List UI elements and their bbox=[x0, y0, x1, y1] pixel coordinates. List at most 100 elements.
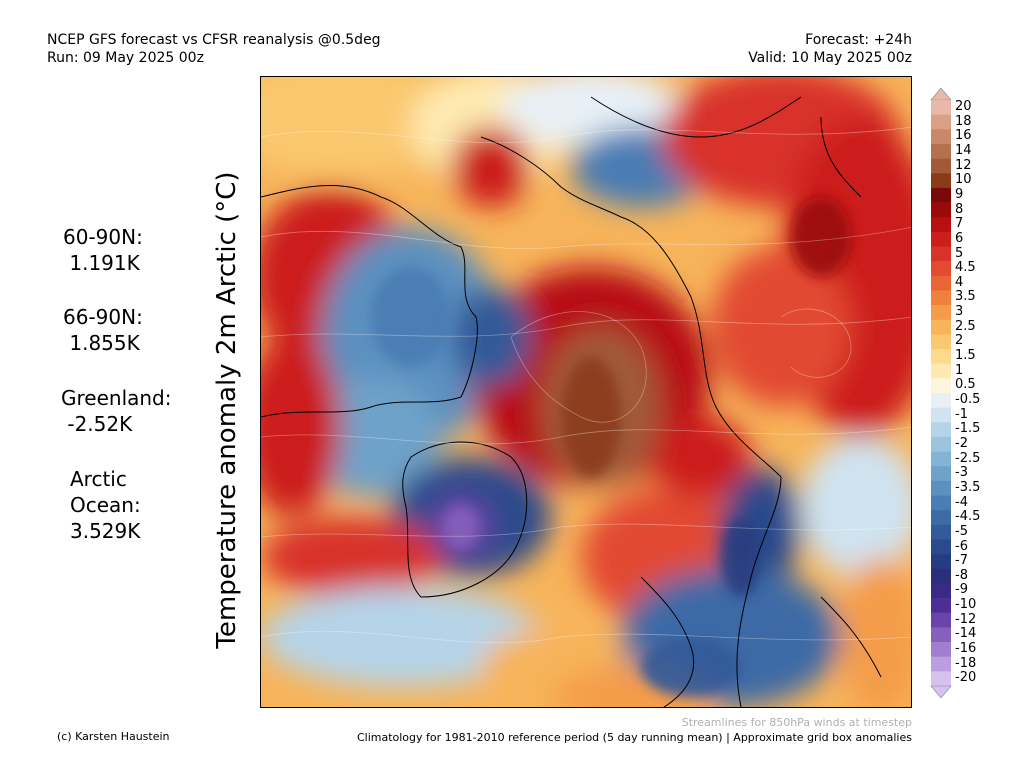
forecast-label: Forecast: +24h bbox=[805, 32, 912, 48]
colorbar-cell bbox=[931, 290, 951, 306]
colorbar-tick-label: 6 bbox=[955, 230, 964, 246]
colorbar-tick-label: 7 bbox=[955, 216, 964, 232]
colorbar-tick-label: 0.5 bbox=[955, 377, 976, 393]
colorbar-cell bbox=[931, 451, 951, 467]
colorbar-cell bbox=[931, 305, 951, 321]
colorbar-cell bbox=[931, 217, 951, 233]
colorbar-tick-label: 18 bbox=[955, 113, 972, 129]
title-line-1: NCEP GFS forecast vs CFSR reanalysis @0.… bbox=[47, 32, 381, 48]
colorbar-cell bbox=[931, 583, 951, 599]
colorbar-tick-label: 16 bbox=[955, 128, 972, 144]
colorbar-cell bbox=[931, 598, 951, 614]
stat-value: 3.529K bbox=[70, 519, 141, 543]
colorbar-cell bbox=[931, 495, 951, 511]
colorbar-tick-label: -16 bbox=[955, 641, 977, 657]
stat-label: Greenland: bbox=[61, 386, 172, 410]
colorbar-cell bbox=[931, 554, 951, 570]
colorbar-tick-label: 1.5 bbox=[955, 348, 976, 364]
colorbar-cell bbox=[931, 129, 951, 145]
colorbar-cell bbox=[931, 246, 951, 262]
coastlines bbox=[261, 96, 882, 707]
colorbar-cell bbox=[931, 642, 951, 657]
colorbar-cell bbox=[931, 510, 951, 526]
colorbar-cell bbox=[931, 143, 951, 159]
colorbar-tick-label: -14 bbox=[955, 626, 977, 642]
colorbar-cell bbox=[931, 187, 951, 203]
stat-66-90n: 66-90N: 1.855K bbox=[63, 304, 143, 356]
anomaly-field bbox=[261, 77, 911, 707]
colorbar-tick-label: 8 bbox=[955, 201, 964, 217]
arctic-anomaly-map bbox=[260, 76, 912, 708]
colorbar-cell bbox=[931, 436, 951, 452]
colorbar-tick-label: -6 bbox=[955, 538, 968, 554]
colorbar-tick-label: -2 bbox=[955, 435, 968, 451]
colorbar-tick-label: 10 bbox=[955, 172, 972, 188]
colorbar-tick-label: 12 bbox=[955, 157, 972, 173]
colorbar-tick-label: -3.5 bbox=[955, 479, 981, 495]
colorbar-tick-label: -4 bbox=[955, 494, 968, 510]
climatology-note: Climatology for 1981-2010 reference peri… bbox=[356, 731, 912, 744]
stat-label: Arctic Ocean: bbox=[70, 467, 141, 517]
stat-label: 60-90N: bbox=[63, 225, 143, 249]
colorbar-cell bbox=[931, 349, 951, 364]
colorbar-cell bbox=[931, 393, 951, 408]
colorbar-tick-label: -2.5 bbox=[955, 450, 981, 466]
colorbar-cell bbox=[931, 319, 951, 335]
colorbar-cells bbox=[930, 88, 952, 698]
colorbar-cell bbox=[931, 568, 951, 584]
colorbar-cell bbox=[931, 612, 951, 628]
colorbar-cell bbox=[931, 407, 951, 423]
colorbar-tick-label: -7 bbox=[955, 553, 968, 569]
colorbar-tick-label: 2 bbox=[955, 333, 964, 349]
colorbar-tick-label: 2.5 bbox=[955, 318, 976, 334]
colorbar-cell bbox=[931, 275, 951, 291]
colorbar-cell bbox=[931, 363, 951, 379]
colorbar-tick-label: -10 bbox=[955, 597, 977, 613]
colorbar bbox=[930, 88, 952, 698]
stat-value: 1.191K bbox=[63, 251, 140, 275]
colorbar-cell bbox=[931, 100, 951, 115]
colorbar-tick-label: -4.5 bbox=[955, 509, 981, 525]
colorbar-tick-label: -1 bbox=[955, 406, 968, 422]
wind-streamlines bbox=[261, 126, 911, 644]
stat-value: -2.52K bbox=[61, 412, 133, 436]
colorbar-tick-label: 1 bbox=[955, 362, 964, 378]
colorbar-tick-label: -8 bbox=[955, 567, 968, 583]
colorbar-cell bbox=[931, 261, 951, 277]
colorbar-tick-label: -9 bbox=[955, 582, 968, 598]
colorbar-cell bbox=[931, 114, 951, 130]
colorbar-max-arrow bbox=[930, 88, 952, 101]
streamlines-note: Streamlines for 850hPa winds at timestep bbox=[681, 716, 912, 729]
colorbar-tick-label: -18 bbox=[955, 655, 977, 671]
colorbar-tick-label: -1.5 bbox=[955, 421, 981, 437]
colorbar-tick-label: -0.5 bbox=[955, 392, 981, 407]
stat-label: 66-90N: bbox=[63, 305, 143, 329]
colorbar-tick-label: -3 bbox=[955, 465, 968, 481]
colorbar-tick-label: 3 bbox=[955, 304, 964, 320]
credit-label: (c) Karsten Haustein bbox=[57, 730, 170, 743]
colorbar-tick-label: -5 bbox=[955, 523, 968, 539]
y-axis-label: Temperature anomaly 2m Arctic (°C) bbox=[212, 171, 242, 649]
stat-60-90n: 60-90N: 1.191K bbox=[63, 224, 143, 276]
colorbar-cell bbox=[931, 524, 951, 540]
colorbar-tick-label: 4 bbox=[955, 274, 964, 290]
colorbar-cell bbox=[931, 656, 951, 672]
colorbar-cell bbox=[931, 466, 951, 482]
colorbar-tick-label: 3.5 bbox=[955, 289, 976, 305]
run-label: Run: 09 May 2025 00z bbox=[47, 50, 204, 66]
colorbar-cell bbox=[931, 158, 951, 174]
map-canvas bbox=[261, 77, 911, 707]
colorbar-tick-label: 14 bbox=[955, 142, 972, 158]
colorbar-tick-label: 5 bbox=[955, 245, 964, 261]
colorbar-cell bbox=[931, 539, 951, 555]
colorbar-cell bbox=[931, 231, 951, 247]
stat-greenland: Greenland: -2.52K bbox=[61, 385, 172, 437]
colorbar-cell bbox=[931, 422, 951, 438]
colorbar-cell bbox=[931, 173, 951, 189]
colorbar-cell bbox=[931, 480, 951, 496]
stat-arctic-ocean: Arctic Ocean: 3.529K bbox=[70, 466, 141, 544]
colorbar-cell bbox=[931, 202, 951, 218]
colorbar-tick-label: 9 bbox=[955, 186, 964, 202]
colorbar-cell bbox=[931, 671, 951, 687]
colorbar-cell bbox=[931, 627, 951, 643]
